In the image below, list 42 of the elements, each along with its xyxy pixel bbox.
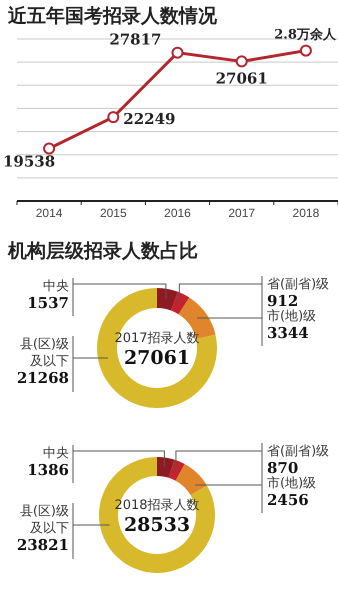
data-label: 27817 [109, 30, 162, 49]
donut-slice [157, 457, 174, 478]
data-label: 21268 [16, 369, 69, 387]
x-tick-label: 2017 [228, 206, 256, 220]
slice-label: 市(地)级 [267, 308, 318, 325]
point [172, 46, 184, 59]
annotation: 2.8万余人 [274, 28, 337, 43]
slice-label: 市(地)级 [267, 475, 318, 492]
slice-label: 省(副省)级 [267, 276, 330, 293]
point [300, 44, 312, 57]
x-tick-label: 2014 [36, 206, 63, 220]
donut-slice [99, 457, 215, 573]
x-tick-label: 2015 [100, 206, 127, 220]
text: 28533 [124, 514, 190, 536]
point [43, 142, 56, 154]
chart-title: 近五年国考招录人数情况 [8, 4, 217, 29]
data-label: 19538 [3, 152, 56, 170]
data-label: 2456 [267, 491, 309, 509]
point [107, 111, 120, 124]
data-label: 23821 [16, 536, 69, 554]
text: 27061 [124, 347, 190, 369]
data-label: 1537 [27, 294, 69, 312]
slice-label: 县(区)级及以下 [18, 503, 69, 537]
data-label: 870 [267, 459, 298, 477]
data-label: 3344 [267, 324, 309, 342]
x-tick-label: 2018 [292, 206, 320, 220]
slice-label: 中央 [42, 278, 69, 295]
donut-slice [176, 464, 207, 496]
chart-title: 机构层级招录人数占比 [8, 240, 198, 264]
slice-label: 中央 [42, 445, 69, 462]
slice-label: 县(区)级及以下 [18, 336, 69, 370]
data-label: 1386 [27, 461, 69, 479]
donut-slice [157, 288, 178, 311]
data-label: 912 [267, 292, 298, 310]
point [236, 55, 248, 68]
data-label: 27061 [216, 69, 268, 88]
donut-slice [168, 460, 185, 481]
slice-label: 省(副省)级 [267, 443, 330, 460]
data-label: 22249 [123, 110, 176, 128]
donut-slice [170, 292, 190, 314]
donut-slice [97, 288, 217, 408]
x-tick-label: 2016 [164, 206, 192, 220]
